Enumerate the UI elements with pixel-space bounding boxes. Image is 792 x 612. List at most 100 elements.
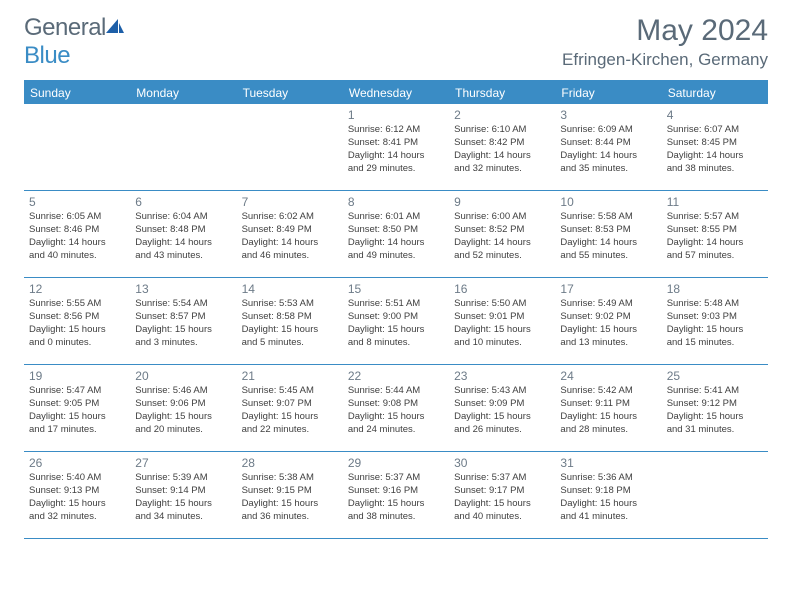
- logo-text: GeneralBlue: [24, 14, 126, 70]
- day-number: 14: [242, 281, 338, 297]
- sunrise-line: Sunrise: 6:07 AM: [667, 124, 763, 137]
- day-number: 4: [667, 107, 763, 123]
- weeks-container: 1Sunrise: 6:12 AMSunset: 8:41 PMDaylight…: [24, 104, 768, 539]
- day-cell: 30Sunrise: 5:37 AMSunset: 9:17 PMDayligh…: [449, 452, 555, 538]
- sunset-line: Sunset: 9:07 PM: [242, 398, 338, 411]
- sunset-line: Sunset: 8:55 PM: [667, 224, 763, 237]
- day-number: 25: [667, 368, 763, 384]
- sunrise-line: Sunrise: 5:37 AM: [454, 472, 550, 485]
- week-row: 19Sunrise: 5:47 AMSunset: 9:05 PMDayligh…: [24, 365, 768, 452]
- day-number: 26: [29, 455, 125, 471]
- sunset-line: Sunset: 8:41 PM: [348, 137, 444, 150]
- day-header: Monday: [130, 82, 236, 104]
- sunset-line: Sunset: 8:49 PM: [242, 224, 338, 237]
- day-cell: 3Sunrise: 6:09 AMSunset: 8:44 PMDaylight…: [555, 104, 661, 190]
- day-number: 31: [560, 455, 656, 471]
- sunset-line: Sunset: 8:42 PM: [454, 137, 550, 150]
- day-number: 21: [242, 368, 338, 384]
- sunset-line: Sunset: 8:53 PM: [560, 224, 656, 237]
- daylight-line-1: Daylight: 15 hours: [454, 498, 550, 511]
- sunrise-line: Sunrise: 5:50 AM: [454, 298, 550, 311]
- day-number: 16: [454, 281, 550, 297]
- week-row: 12Sunrise: 5:55 AMSunset: 8:56 PMDayligh…: [24, 278, 768, 365]
- daylight-line-1: Daylight: 14 hours: [667, 150, 763, 163]
- sunrise-line: Sunrise: 6:05 AM: [29, 211, 125, 224]
- day-number: 28: [242, 455, 338, 471]
- day-number: 22: [348, 368, 444, 384]
- daylight-line-1: Daylight: 15 hours: [135, 411, 231, 424]
- daylight-line-1: Daylight: 15 hours: [560, 411, 656, 424]
- day-cell: 27Sunrise: 5:39 AMSunset: 9:14 PMDayligh…: [130, 452, 236, 538]
- sunrise-line: Sunrise: 5:38 AM: [242, 472, 338, 485]
- day-number: 11: [667, 194, 763, 210]
- daylight-line-2: and 22 minutes.: [242, 424, 338, 437]
- daylight-line-2: and 40 minutes.: [454, 511, 550, 524]
- sunset-line: Sunset: 8:56 PM: [29, 311, 125, 324]
- daylight-line-1: Daylight: 14 hours: [348, 150, 444, 163]
- day-number: 30: [454, 455, 550, 471]
- sunset-line: Sunset: 8:48 PM: [135, 224, 231, 237]
- sunset-line: Sunset: 9:15 PM: [242, 485, 338, 498]
- sunset-line: Sunset: 9:11 PM: [560, 398, 656, 411]
- day-header: Wednesday: [343, 82, 449, 104]
- daylight-line-2: and 49 minutes.: [348, 250, 444, 263]
- sunrise-line: Sunrise: 5:44 AM: [348, 385, 444, 398]
- day-cell: 25Sunrise: 5:41 AMSunset: 9:12 PMDayligh…: [662, 365, 768, 451]
- sunrise-line: Sunrise: 6:09 AM: [560, 124, 656, 137]
- sunrise-line: Sunrise: 5:37 AM: [348, 472, 444, 485]
- day-cell: 13Sunrise: 5:54 AMSunset: 8:57 PMDayligh…: [130, 278, 236, 364]
- daylight-line-1: Daylight: 14 hours: [560, 237, 656, 250]
- daylight-line-2: and 13 minutes.: [560, 337, 656, 350]
- sunset-line: Sunset: 8:46 PM: [29, 224, 125, 237]
- calendar-grid: SundayMondayTuesdayWednesdayThursdayFrid…: [24, 82, 768, 539]
- daylight-line-1: Daylight: 14 hours: [454, 150, 550, 163]
- daylight-line-2: and 20 minutes.: [135, 424, 231, 437]
- daylight-line-2: and 40 minutes.: [29, 250, 125, 263]
- day-cell: 7Sunrise: 6:02 AMSunset: 8:49 PMDaylight…: [237, 191, 343, 277]
- sunrise-line: Sunrise: 5:48 AM: [667, 298, 763, 311]
- sunrise-line: Sunrise: 6:10 AM: [454, 124, 550, 137]
- day-number: 23: [454, 368, 550, 384]
- page-header: GeneralBlue May 2024 Efringen-Kirchen, G…: [0, 0, 792, 76]
- sunset-line: Sunset: 8:57 PM: [135, 311, 231, 324]
- day-cell: 10Sunrise: 5:58 AMSunset: 8:53 PMDayligh…: [555, 191, 661, 277]
- sunrise-line: Sunrise: 6:04 AM: [135, 211, 231, 224]
- day-number: 3: [560, 107, 656, 123]
- sunset-line: Sunset: 9:13 PM: [29, 485, 125, 498]
- day-number: 5: [29, 194, 125, 210]
- day-cell: 17Sunrise: 5:49 AMSunset: 9:02 PMDayligh…: [555, 278, 661, 364]
- day-cell: 6Sunrise: 6:04 AMSunset: 8:48 PMDaylight…: [130, 191, 236, 277]
- daylight-line-1: Daylight: 14 hours: [667, 237, 763, 250]
- sunrise-line: Sunrise: 5:40 AM: [29, 472, 125, 485]
- day-cell: 26Sunrise: 5:40 AMSunset: 9:13 PMDayligh…: [24, 452, 130, 538]
- sunset-line: Sunset: 9:17 PM: [454, 485, 550, 498]
- sunrise-line: Sunrise: 5:57 AM: [667, 211, 763, 224]
- daylight-line-1: Daylight: 14 hours: [242, 237, 338, 250]
- day-number: 7: [242, 194, 338, 210]
- day-cell: 5Sunrise: 6:05 AMSunset: 8:46 PMDaylight…: [24, 191, 130, 277]
- daylight-line-2: and 0 minutes.: [29, 337, 125, 350]
- sunset-line: Sunset: 8:58 PM: [242, 311, 338, 324]
- daylight-line-1: Daylight: 15 hours: [560, 324, 656, 337]
- daylight-line-1: Daylight: 14 hours: [29, 237, 125, 250]
- day-number: 9: [454, 194, 550, 210]
- daylight-line-2: and 43 minutes.: [135, 250, 231, 263]
- day-cell: 1Sunrise: 6:12 AMSunset: 8:41 PMDaylight…: [343, 104, 449, 190]
- daylight-line-2: and 29 minutes.: [348, 163, 444, 176]
- daylight-line-1: Daylight: 15 hours: [242, 498, 338, 511]
- sunset-line: Sunset: 9:16 PM: [348, 485, 444, 498]
- sunrise-line: Sunrise: 6:12 AM: [348, 124, 444, 137]
- day-cell: 20Sunrise: 5:46 AMSunset: 9:06 PMDayligh…: [130, 365, 236, 451]
- daylight-line-2: and 55 minutes.: [560, 250, 656, 263]
- day-number: 29: [348, 455, 444, 471]
- location-label: Efringen-Kirchen, Germany: [562, 50, 768, 70]
- sunset-line: Sunset: 8:45 PM: [667, 137, 763, 150]
- sunset-line: Sunset: 8:44 PM: [560, 137, 656, 150]
- sunset-line: Sunset: 9:14 PM: [135, 485, 231, 498]
- day-header: Tuesday: [237, 82, 343, 104]
- daylight-line-2: and 8 minutes.: [348, 337, 444, 350]
- daylight-line-1: Daylight: 15 hours: [242, 324, 338, 337]
- day-cell: 29Sunrise: 5:37 AMSunset: 9:16 PMDayligh…: [343, 452, 449, 538]
- sunset-line: Sunset: 9:12 PM: [667, 398, 763, 411]
- sunset-line: Sunset: 9:01 PM: [454, 311, 550, 324]
